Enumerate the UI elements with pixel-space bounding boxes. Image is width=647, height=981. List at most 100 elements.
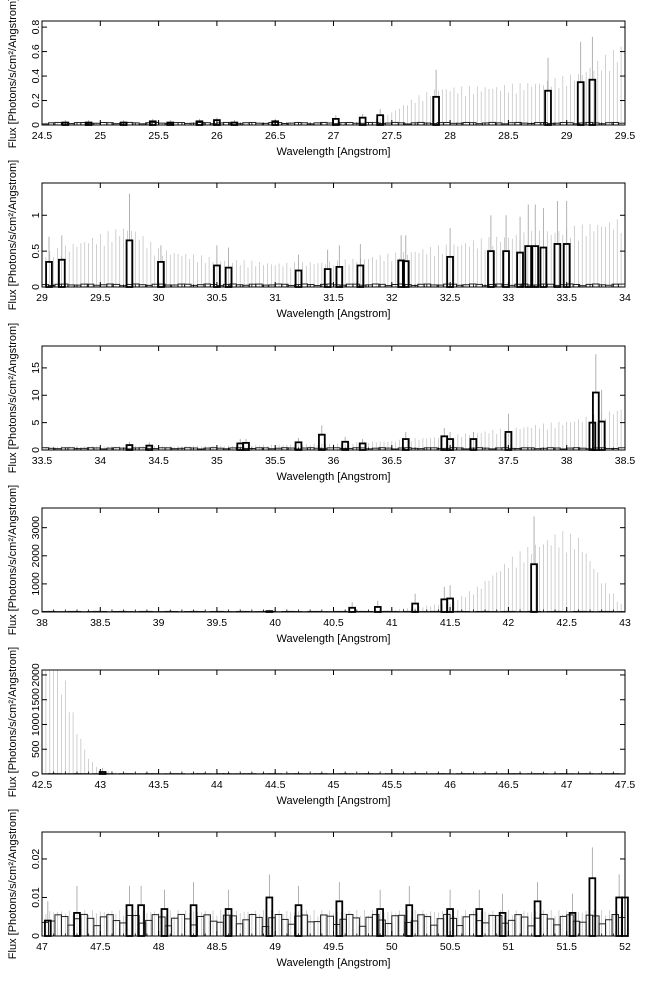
noise-bin bbox=[93, 925, 101, 937]
noise-bin bbox=[177, 913, 186, 937]
data-bar bbox=[405, 904, 414, 937]
x-tick-label: 26 bbox=[211, 130, 223, 142]
y-tick-label: 0 bbox=[30, 771, 42, 777]
y-tick-label: 1000 bbox=[30, 572, 42, 596]
x-tick-label: 32.5 bbox=[440, 292, 461, 304]
x-tick-label: 46 bbox=[444, 779, 456, 791]
x-tick-label: 43.5 bbox=[148, 779, 169, 791]
noise-bin bbox=[313, 921, 322, 937]
data-bar bbox=[544, 89, 552, 126]
noise-bin bbox=[248, 914, 257, 937]
data-bar bbox=[45, 260, 53, 288]
x-tick-label: 42 bbox=[503, 617, 515, 629]
y-tick-label: 0.2 bbox=[30, 93, 42, 108]
data-bar bbox=[475, 908, 484, 937]
noise-bin bbox=[216, 921, 224, 937]
chart-panel-3: 33.5 34 34.5 35 35.5 36 36.5 37 37.5 38 38.5 0 5 10 15… bbox=[7, 323, 635, 483]
x-tick-label: 48 bbox=[153, 941, 165, 953]
noise-bin bbox=[80, 913, 88, 937]
x-tick-label: 38.5 bbox=[90, 617, 111, 629]
y-tick-label: 15 bbox=[30, 362, 42, 374]
x-axis-label: Wavelength [Angstrom] bbox=[277, 146, 391, 158]
noise-bin bbox=[423, 916, 432, 937]
noise-bin bbox=[481, 922, 490, 937]
x-tick-label: 47.5 bbox=[90, 941, 111, 953]
y-axis-label: Flux [Photons/s/cm²/Angstrom] bbox=[7, 160, 19, 310]
y-tick-label: 0 bbox=[30, 284, 42, 290]
data-bar bbox=[502, 250, 510, 288]
data-bar bbox=[358, 442, 367, 451]
noise-bin bbox=[605, 919, 613, 937]
noise-bin bbox=[520, 916, 529, 937]
x-tick-label: 45 bbox=[328, 779, 340, 791]
data-bar bbox=[125, 239, 134, 288]
x-tick-label: 50 bbox=[386, 941, 398, 953]
data-bar bbox=[498, 911, 507, 937]
noise-bin bbox=[235, 923, 244, 937]
x-tick-label: 28.5 bbox=[498, 130, 519, 142]
data-bar bbox=[58, 258, 66, 288]
x-tick-label: 42.5 bbox=[32, 779, 53, 791]
noise-bin bbox=[307, 921, 315, 937]
y-tick-label: 0 bbox=[30, 122, 42, 128]
y-tick-label: 0 bbox=[30, 933, 42, 939]
x-tick-label: 43 bbox=[619, 617, 631, 629]
plot-frame bbox=[41, 345, 626, 451]
x-tick-label: 44.5 bbox=[265, 779, 286, 791]
x-tick-label: 34 bbox=[619, 292, 631, 304]
data-bar bbox=[568, 911, 577, 937]
noise-bin bbox=[488, 914, 496, 937]
x-tick-label: 47 bbox=[561, 779, 573, 791]
noise-bin bbox=[462, 916, 471, 937]
noise-bin bbox=[151, 914, 160, 937]
x-tick-label: 27 bbox=[328, 130, 340, 142]
noise-bin bbox=[60, 916, 69, 937]
y-tick-label: 500 bbox=[30, 740, 42, 758]
y-axis-label: Flux [Photons/s/cm²/Angstrom] bbox=[7, 809, 19, 959]
noise-bin bbox=[598, 923, 607, 937]
x-tick-label: 48.5 bbox=[207, 941, 228, 953]
data-bar bbox=[335, 900, 344, 937]
y-tick-label: 10 bbox=[30, 389, 42, 401]
data-bar bbox=[432, 95, 440, 126]
x-tick-label: 50.5 bbox=[440, 941, 461, 953]
x-tick-label: 34 bbox=[94, 455, 106, 467]
data-bar bbox=[524, 245, 533, 288]
x-tick-label: 47.5 bbox=[615, 779, 636, 791]
noise-bin bbox=[171, 917, 179, 937]
noise-bin bbox=[345, 913, 354, 937]
plot-frame bbox=[41, 669, 626, 775]
x-tick-label: 38.5 bbox=[615, 455, 636, 467]
noise-bin bbox=[391, 915, 399, 937]
y-tick-label: 1500 bbox=[30, 688, 42, 712]
noise-bin bbox=[99, 916, 108, 937]
x-tick-label: 40 bbox=[269, 617, 281, 629]
x-tick-label: 46.5 bbox=[498, 779, 519, 791]
x-tick-label: 51.5 bbox=[556, 941, 577, 953]
x-tick-label: 33.5 bbox=[32, 455, 53, 467]
noise-bin bbox=[112, 920, 121, 937]
x-tick-label: 36.5 bbox=[382, 455, 403, 467]
x-tick-label: 31.5 bbox=[323, 292, 344, 304]
x-tick-label: 49.5 bbox=[323, 941, 344, 953]
chart-panel-4: 38 38.5 39 39.5 40 40.5 41 41.5 42 42.5 43 0 1000 200… bbox=[7, 485, 631, 645]
data-bar bbox=[487, 250, 495, 288]
data-bar bbox=[401, 260, 410, 288]
x-tick-label: 42.5 bbox=[556, 617, 577, 629]
y-tick-label: 5 bbox=[30, 420, 42, 426]
noise-bin bbox=[579, 921, 587, 937]
x-tick-label: 44 bbox=[211, 779, 223, 791]
y-tick-label: 3000 bbox=[30, 516, 42, 540]
noise-bin bbox=[119, 922, 127, 937]
noise-bin bbox=[255, 916, 263, 937]
data-bar bbox=[160, 908, 169, 937]
data-bar bbox=[588, 78, 597, 126]
x-tick-label: 25 bbox=[94, 130, 106, 142]
data-bar bbox=[335, 266, 344, 288]
noise-bin bbox=[352, 917, 360, 937]
x-tick-label: 45.5 bbox=[382, 779, 403, 791]
x-tick-label: 33 bbox=[503, 292, 515, 304]
x-tick-label: 52 bbox=[619, 941, 631, 953]
x-tick-label: 24.5 bbox=[32, 130, 53, 142]
